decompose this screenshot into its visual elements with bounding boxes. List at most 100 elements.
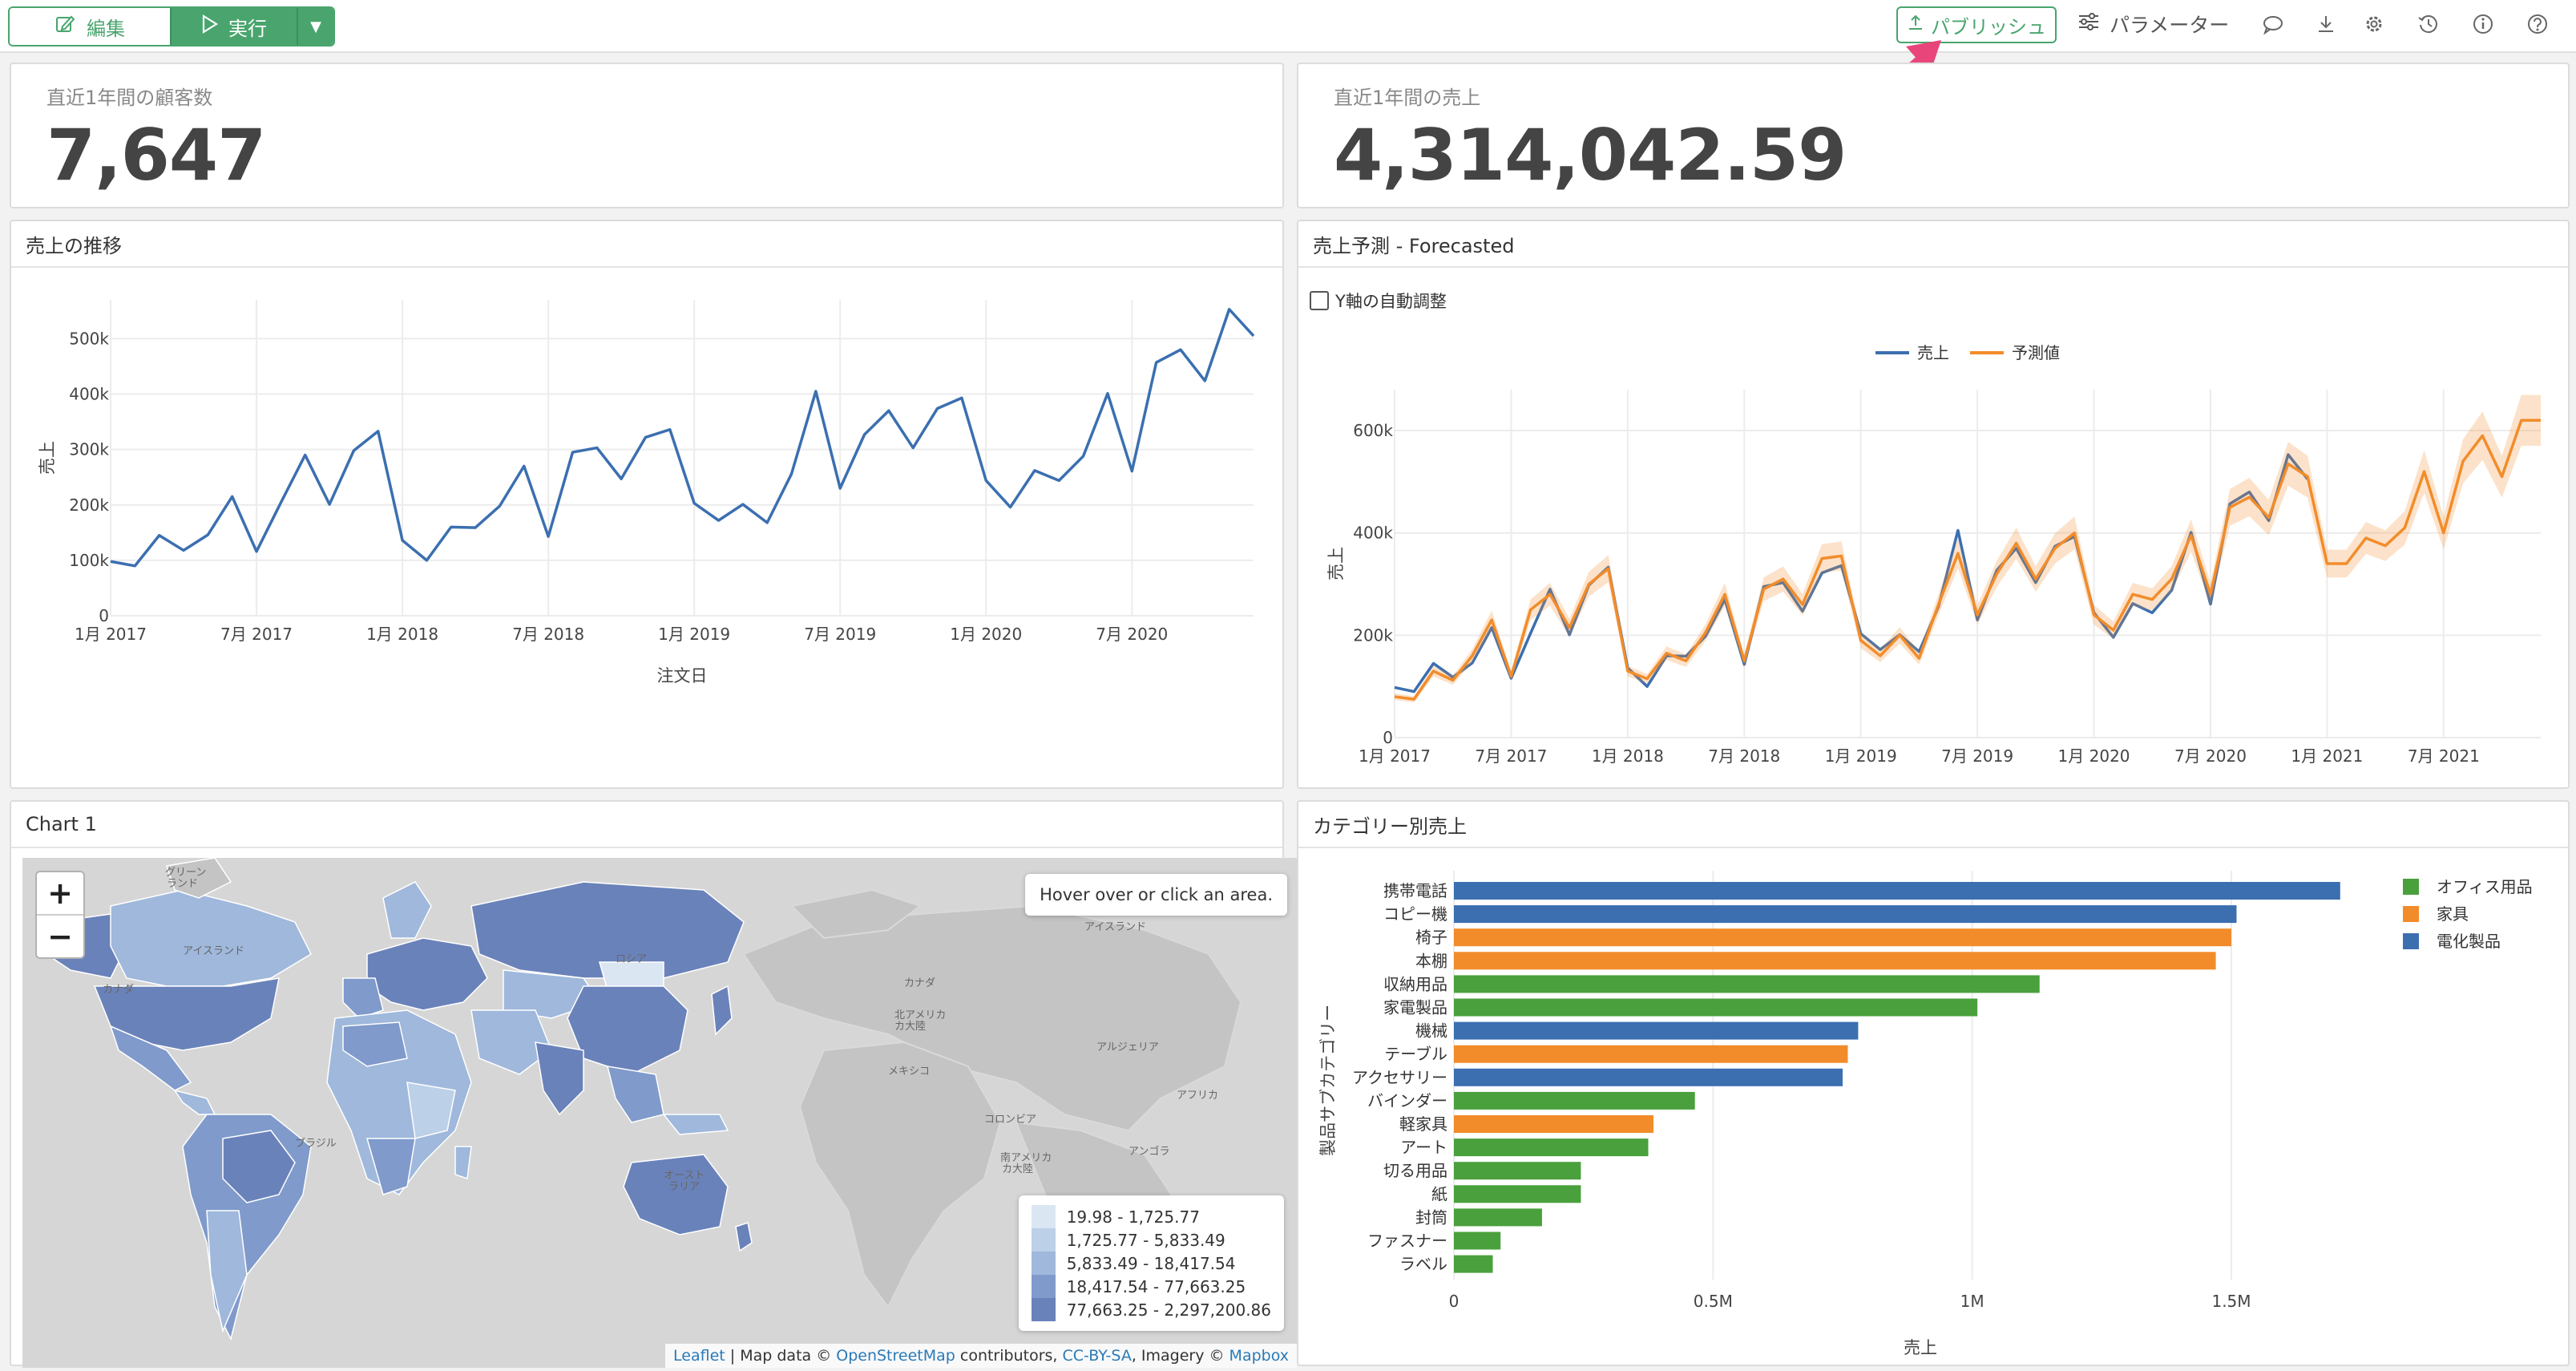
- x-tick-label: 7月 2019: [804, 625, 876, 644]
- country-shapes[interactable]: [46, 858, 753, 1341]
- x-tick-label: 1月 2019: [1825, 746, 1897, 766]
- x-tick-label: 1月 2020: [950, 625, 1022, 644]
- y-axis-title: 売上: [38, 441, 57, 475]
- mapbox-link[interactable]: Mapbox: [1229, 1347, 1289, 1365]
- kpi-customers-label: 直近1年間の顧客数: [46, 87, 213, 109]
- map-label: カ大陸: [1002, 1163, 1033, 1175]
- bar-コピー機: [1454, 905, 2237, 924]
- category-bar-chart[interactable]: 0 0.5M 1M 1.5M 携帯電話コピー機椅子本棚収納用品家電製品機械テーブルアクセ…: [1298, 847, 2568, 1365]
- panel-title: Chart 1: [11, 802, 1282, 848]
- legend-swatch: [2403, 906, 2419, 922]
- bar-機械: [1454, 1021, 1859, 1040]
- x-tick-label: 7月 2017: [220, 625, 293, 644]
- map-legend-label: 1,725.77 - 5,833.49: [1066, 1230, 1225, 1250]
- download-icon[interactable]: [2313, 11, 2339, 37]
- cc-link[interactable]: CC-BY-SA: [1062, 1347, 1132, 1365]
- run-options-dropdown[interactable]: ▼: [297, 8, 333, 45]
- attrib-text: , Imagery ©: [1131, 1347, 1229, 1365]
- parameter-button[interactable]: パラメーター: [2077, 8, 2229, 40]
- edit-button[interactable]: 編集: [10, 8, 170, 45]
- zoom-control: + −: [35, 871, 85, 959]
- autoscale-checkbox-row[interactable]: Y軸の自動調整: [1310, 289, 1447, 313]
- y-tick-label: 400k: [1353, 524, 1393, 543]
- map-label: ランド: [167, 878, 198, 890]
- bar-家電製品: [1454, 998, 1978, 1017]
- legend-swatch: [2403, 879, 2419, 895]
- gear-icon[interactable]: [2361, 11, 2387, 37]
- y-tick-label: 200k: [69, 495, 109, 515]
- y-tick-label: 本棚: [1415, 951, 1447, 970]
- y-tick-label: バインダー: [1367, 1091, 1447, 1110]
- map-hover-info: Hover over or click an area.: [1025, 874, 1287, 916]
- map-legend-swatch: [1031, 1298, 1056, 1321]
- zoom-in-button[interactable]: +: [47, 876, 73, 911]
- y-axis-title: 製品サブカテゴリー: [1318, 1005, 1338, 1156]
- history-icon[interactable]: [2416, 11, 2441, 37]
- y-tick-label: 封筒: [1415, 1207, 1447, 1227]
- x-tick-label: 0.5M: [1694, 1292, 1733, 1311]
- map-label: コロンビア: [984, 1114, 1036, 1126]
- bar-紙: [1454, 1185, 1581, 1203]
- map-label: カナダ: [904, 977, 935, 989]
- forecast-legend: 売上 予測値: [1875, 343, 2060, 362]
- run-button[interactable]: 実行: [170, 8, 297, 45]
- legend-label-forecast: 予測値: [2012, 343, 2060, 362]
- publish-button[interactable]: パブリッシュ: [1896, 6, 2057, 43]
- bar-椅子: [1454, 928, 2231, 947]
- y-tick-label: 500k: [69, 329, 109, 348]
- play-icon: [201, 14, 219, 38]
- zoom-out-button[interactable]: −: [37, 914, 83, 957]
- map-legend-row: 77,663.25 - 2,297,200.86: [1031, 1298, 1271, 1321]
- x-tick-label: 7月 2020: [1096, 625, 1168, 644]
- map-label: ロシア: [616, 953, 647, 965]
- y-tick-label: 100k: [69, 551, 109, 570]
- y-tick-label: 0: [1383, 728, 1393, 747]
- edit-run-button-group: 編集 実行 ▼: [8, 6, 335, 47]
- x-tick-label: 7月 2019: [1941, 746, 2013, 766]
- leaflet-link[interactable]: Leaflet: [673, 1347, 725, 1365]
- y-tick-label: 機械: [1415, 1021, 1447, 1041]
- y-tick-label: 切る用品: [1383, 1161, 1447, 1180]
- publish-label: パブリッシュ: [1931, 15, 2046, 38]
- x-tick-label: 7月 2021: [2408, 746, 2480, 766]
- autoscale-checkbox[interactable]: [1310, 291, 1329, 310]
- map-attribution: Leaflet | Map data © OpenStreetMap contr…: [665, 1344, 1297, 1368]
- forecast-panel: 売上予測 - Forecasted Y軸の自動調整 売上 予測値 0 200k 400k…: [1297, 220, 2570, 789]
- forecast-chart[interactable]: 売上 予測値 0 200k 400k 600k 1月 2017 7月 2017 1月 2018 7…: [1298, 301, 2568, 787]
- info-icon[interactable]: [2470, 11, 2496, 37]
- map-label: アルジェリア: [1096, 1041, 1159, 1054]
- x-tick-label: 1月 2018: [366, 625, 438, 644]
- y-tick-label: ファスナー: [1367, 1231, 1447, 1251]
- map-legend-swatch: [1031, 1252, 1056, 1275]
- map-legend-label: 19.98 - 1,725.77: [1066, 1207, 1200, 1227]
- bar-アクセサリー: [1454, 1068, 1843, 1086]
- legend-label: 家具: [2437, 904, 2469, 924]
- choropleth-map[interactable]: グリーン ランド アイスランド カナダ ロシア アイスランド カナダ 北アメリカ…: [22, 858, 1297, 1368]
- kpi-sales-panel: 直近1年間の売上 4,314,042.59: [1297, 63, 2570, 208]
- x-tick-label: 1月 2020: [2058, 746, 2130, 766]
- map-legend: 19.98 - 1,725.77 1,725.77 - 5,833.49 5,833…: [1018, 1195, 1284, 1331]
- category-sales-panel: カテゴリー別売上 0 0.5M 1M 1.5M 携帯電話 コピー機 椅子 本棚 収納用品 家電製品…: [1297, 800, 2570, 1366]
- osm-link[interactable]: OpenStreetMap: [836, 1347, 955, 1365]
- map-label: 南アメリカ: [1000, 1151, 1052, 1164]
- toolbar: 編集 実行 ▼ パブリッシュ パラメーター: [0, 0, 2576, 53]
- map-legend-row: 1,725.77 - 5,833.49: [1031, 1228, 1271, 1252]
- panel-title: カテゴリー別売上: [1298, 802, 2568, 848]
- y-tick-label: 収納用品: [1383, 974, 1447, 993]
- bar-アート: [1454, 1138, 1649, 1157]
- comment-icon[interactable]: [2260, 11, 2286, 37]
- kpi-customers-value: 7,647: [46, 114, 266, 196]
- world-map-svg[interactable]: グリーン ランド アイスランド カナダ ロシア アイスランド カナダ 北アメリカ…: [22, 858, 1297, 1368]
- help-icon[interactable]: [2525, 11, 2550, 37]
- panel-title: 売上の推移: [11, 221, 1282, 268]
- kpi-sales-label: 直近1年間の売上: [1334, 87, 1481, 109]
- bar-ファスナー: [1454, 1231, 1501, 1250]
- legend-label: オフィス用品: [2437, 877, 2533, 896]
- upload-icon: [1907, 14, 1924, 36]
- sales-trend-chart[interactable]: 0 100k 200k 300k 400k 500k 1月 2017 7月 2017 1月 20…: [11, 266, 1282, 787]
- sales-trend-panel: 売上の推移 0 100k 200k 300k 400k 500k 1月 2017 7月 201…: [10, 220, 1284, 789]
- x-tick-label: 1月 2021: [2291, 746, 2363, 766]
- map-label: アイスランド: [1084, 921, 1146, 933]
- caret-down-icon: ▼: [310, 18, 321, 35]
- map-label: 北アメリカ: [894, 1009, 946, 1021]
